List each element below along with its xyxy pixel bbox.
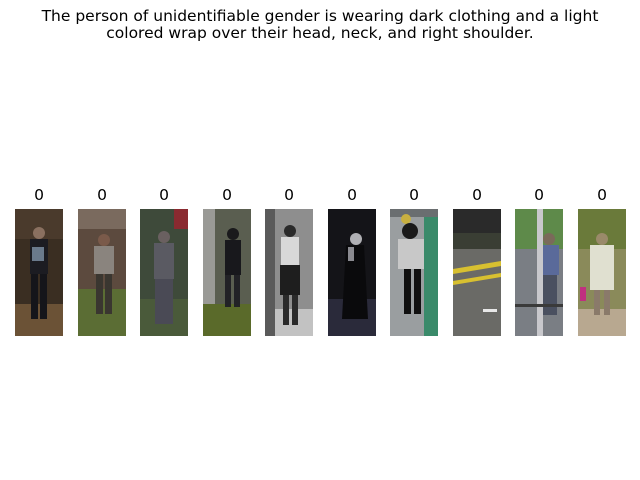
match-score: 0 bbox=[97, 186, 107, 204]
query-caption: The person of unidentifiable gender is w… bbox=[41, 7, 599, 42]
person-crop-image bbox=[578, 209, 626, 336]
match-score: 0 bbox=[159, 186, 169, 204]
person-crop-image bbox=[15, 209, 63, 336]
match-score: 0 bbox=[534, 186, 544, 204]
person-crop-image bbox=[390, 209, 438, 336]
match-score: 0 bbox=[597, 186, 607, 204]
match-score: 0 bbox=[34, 186, 44, 204]
match-score: 0 bbox=[409, 186, 419, 204]
match-score: 0 bbox=[347, 186, 357, 204]
person-crop-image bbox=[203, 209, 251, 336]
person-crop-image bbox=[265, 209, 313, 336]
person-crop-image bbox=[328, 209, 376, 336]
match-score: 0 bbox=[284, 186, 294, 204]
person-crop-image bbox=[140, 209, 188, 336]
person-crop-image bbox=[515, 209, 563, 336]
match-score: 0 bbox=[222, 186, 232, 204]
match-score: 0 bbox=[472, 186, 482, 204]
person-crop-image bbox=[453, 209, 501, 336]
person-crop-image bbox=[78, 209, 126, 336]
